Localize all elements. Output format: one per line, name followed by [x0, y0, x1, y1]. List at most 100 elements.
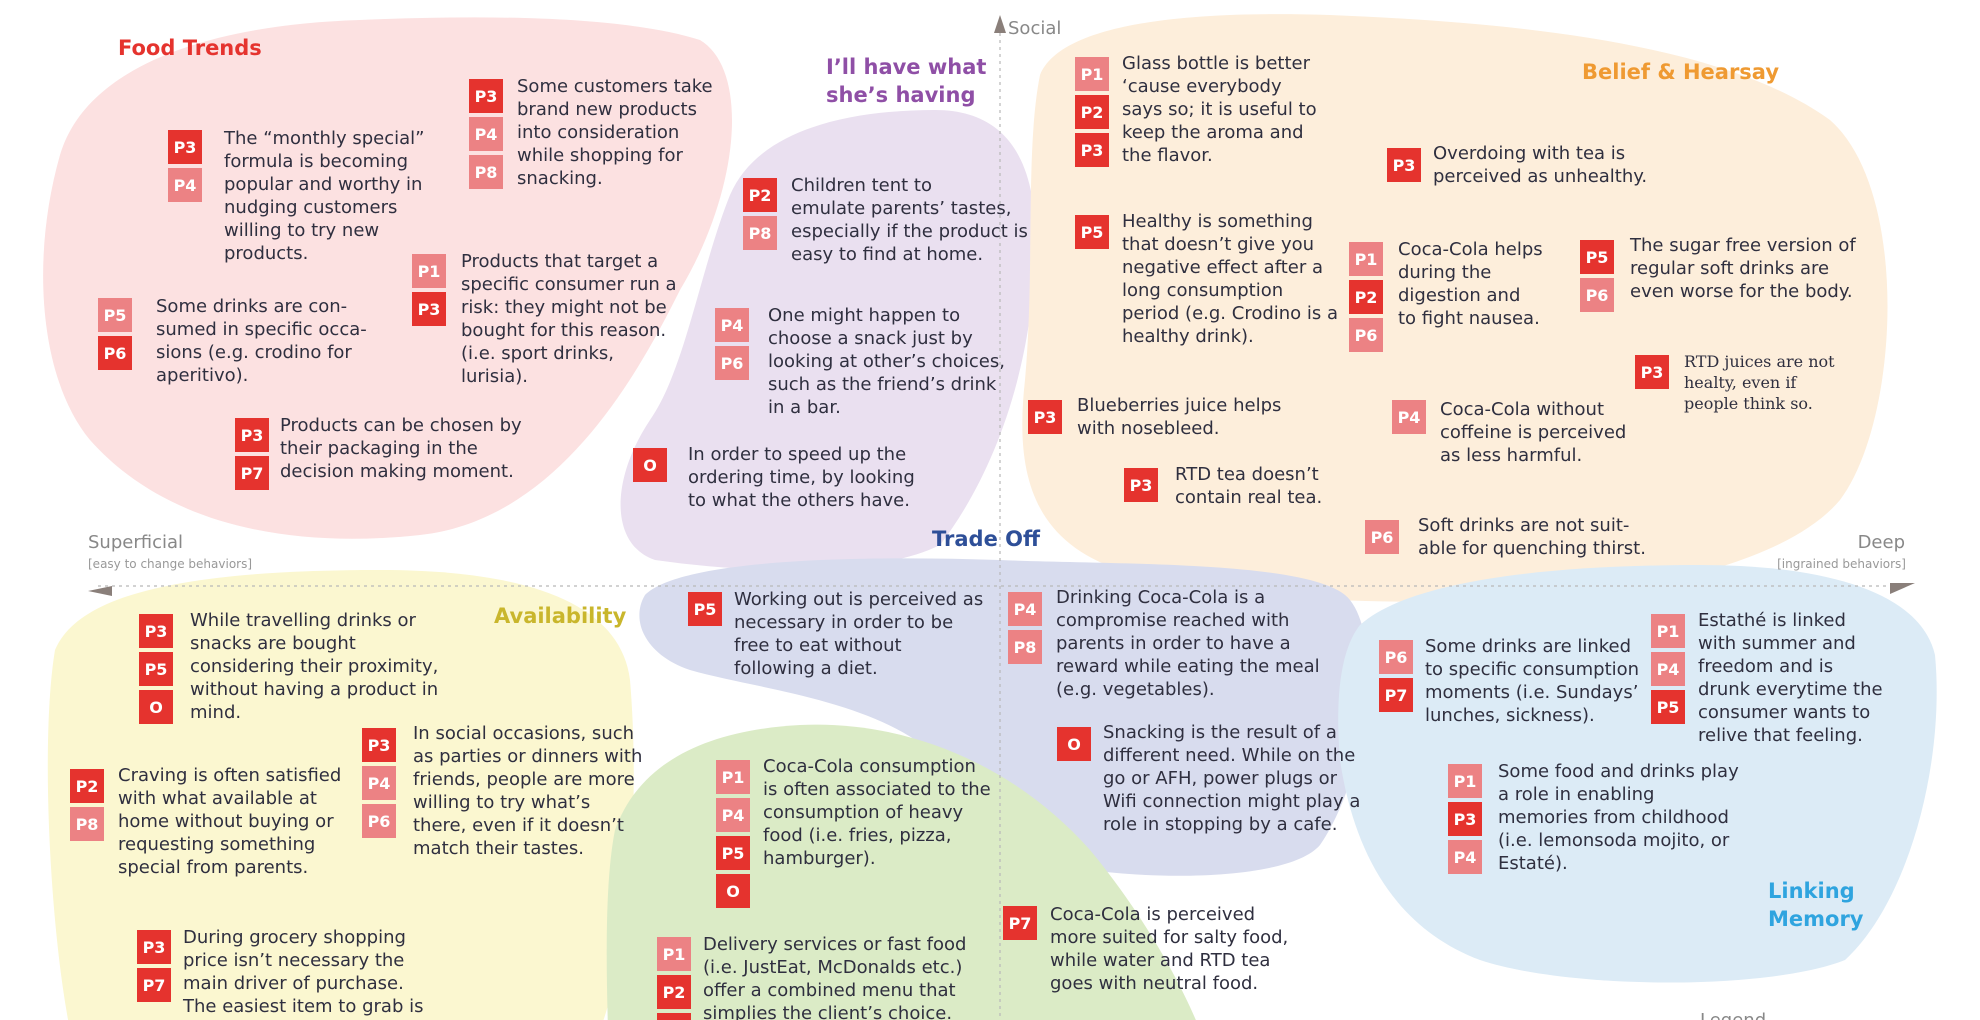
participant-badge: P1	[716, 760, 750, 794]
participant-badge: P6	[362, 804, 396, 838]
participant-badge: O	[139, 690, 173, 724]
participant-badge: P7	[235, 456, 269, 490]
participant-badge: P8	[469, 155, 503, 189]
participant-badge: P6	[715, 346, 749, 380]
note-badges: P3	[1028, 400, 1062, 434]
note-text: During grocery shopping price isn’t neces…	[183, 927, 424, 1017]
participant-badge: P3	[657, 1013, 691, 1020]
participant-badge: P6	[1349, 318, 1383, 352]
note-text: Craving is often satisfied with what avai…	[118, 765, 342, 878]
cluster-title-ill-have-line1: I’ll have what	[826, 55, 987, 79]
note-badges: P1 P3 P4	[1448, 764, 1482, 874]
note-text: In social occasions, such as parties or d…	[413, 723, 643, 859]
note-badges: O	[1057, 727, 1091, 761]
participant-badge: P4	[1651, 652, 1685, 686]
note-badges: P5	[1075, 215, 1109, 249]
participant-badge: P3	[469, 79, 503, 113]
note-text: In order to speed up the ordering time, b…	[688, 444, 915, 511]
note-badges: P1 P2 P3	[1075, 57, 1109, 167]
note-badges: P3 P4	[168, 130, 202, 202]
note-text: While travelling drinks or snacks are bou…	[190, 610, 439, 723]
participant-badge: P5	[1075, 215, 1109, 249]
participant-badge: P8	[70, 807, 104, 841]
participant-badge: P1	[1075, 57, 1109, 91]
participant-badge: P4	[469, 117, 503, 151]
participant-badge: P2	[1075, 95, 1109, 129]
participant-badge: P7	[1003, 906, 1037, 940]
note-badges: P2 P8	[70, 769, 104, 841]
note-text: Products that target a specific consumer …	[461, 251, 677, 387]
note-badges: P5	[688, 592, 722, 626]
note-badges: P5 P6	[98, 298, 132, 370]
axis-label-deep: Deep	[1857, 532, 1905, 553]
note-text: Working out is perceived as necessary in …	[734, 589, 984, 679]
participant-badge: P3	[168, 130, 202, 164]
note-badges: P1 P4 P5	[1651, 614, 1685, 724]
participant-badge: P5	[1651, 690, 1685, 724]
participant-badge: P2	[1349, 280, 1383, 314]
cluster-title-belief-hearsay: Belief & Hearsay	[1582, 60, 1780, 84]
note-badges: P3	[1124, 468, 1158, 502]
note-text: Products can be chosen by their packaging…	[280, 415, 522, 482]
participant-badge: P2	[70, 769, 104, 803]
participant-badge: P4	[1008, 592, 1042, 626]
cluster-title-linking-line2: Memory	[1768, 907, 1864, 931]
participant-badge: P6	[98, 336, 132, 370]
participant-badge: P5	[688, 592, 722, 626]
participant-badge: O	[716, 874, 750, 908]
participant-badge: P2	[743, 178, 777, 212]
participant-badge: P5	[716, 836, 750, 870]
participant-badge: P4	[168, 168, 202, 202]
participant-badge: P1	[412, 254, 446, 288]
bottom-green-cluster-shape	[606, 724, 1196, 1020]
participant-badge: P3	[362, 728, 396, 762]
note-badges: P4	[1392, 400, 1426, 434]
note-text: Coca-Cola without coffeine is perceived as…	[1440, 399, 1627, 466]
linking-memory-cluster-shape	[1338, 565, 1937, 983]
legend-label: Legend	[1700, 1010, 1766, 1020]
participant-badge: P1	[1448, 764, 1482, 798]
note-text: Children tent to emulate parents’ tastes,…	[791, 175, 1028, 265]
participant-badge: O	[633, 448, 667, 482]
ill-have-cluster-shape	[620, 110, 1036, 570]
participant-badge: P3	[412, 292, 446, 326]
note-badges: P3 P4 P8	[469, 79, 503, 189]
participant-badge: P3	[1387, 148, 1421, 182]
note-badges: O	[633, 448, 667, 482]
axis-arrow-left	[88, 586, 112, 596]
food-trends-cluster-shape	[43, 17, 733, 539]
note-text: Coca-Cola helps during the digestion and to…	[1398, 239, 1543, 329]
axis-label-superficial: Superficial	[88, 532, 184, 553]
note-text: Delivery services or fast food (i.e. Just…	[703, 934, 967, 1020]
note-badges: P4 P6	[715, 308, 749, 380]
participant-badge: P4	[716, 798, 750, 832]
note-text: Soft drinks are not suit-able for quench…	[1418, 515, 1646, 559]
note-text: Healthy is something that doesn’t give yo…	[1122, 211, 1339, 347]
participant-badge: P3	[235, 418, 269, 452]
participant-badge: P3	[1075, 133, 1109, 167]
note-badges: P2 P8	[743, 178, 777, 250]
participant-badge: P3	[1635, 355, 1669, 389]
cluster-title-ill-have-line2: she’s having	[826, 83, 976, 107]
note-text: Some drinks are linked to specific consum…	[1425, 636, 1640, 726]
trade-off-cluster-shape	[639, 558, 1368, 876]
participant-badge: P1	[657, 937, 691, 971]
cluster-title-availability: Availability	[494, 604, 627, 628]
participant-badge: P3	[1448, 802, 1482, 836]
note-badges: P3	[1635, 355, 1669, 389]
note-text: RTD juices are not healty, even if people …	[1684, 352, 1835, 413]
cluster-title-food-trends: Food Trends	[118, 36, 262, 60]
participant-badge: P3	[1028, 400, 1062, 434]
participant-badge: P6	[1379, 640, 1413, 674]
axis-arrow-right	[1890, 583, 1915, 594]
note-text: Snacking is the result of a different nee…	[1103, 722, 1361, 835]
participant-badge: P3	[139, 614, 173, 648]
participant-badge: P8	[1008, 630, 1042, 664]
participant-badge: P4	[715, 308, 749, 342]
note-badges: P3 P7	[137, 930, 171, 1002]
axis-sublabel-deep: [ingrained behaviors]	[1777, 557, 1906, 571]
participant-badge: O	[1057, 727, 1091, 761]
participant-badge: P1	[1349, 242, 1383, 276]
participant-badge: P5	[139, 652, 173, 686]
